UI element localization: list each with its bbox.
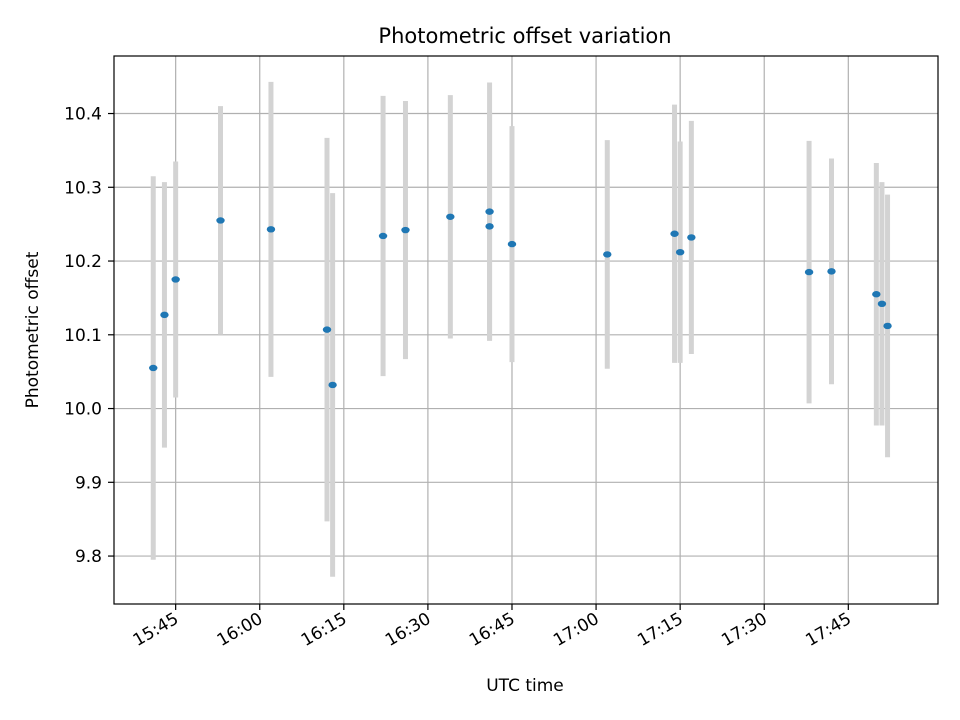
y-tick-label: 9.8: [75, 547, 102, 567]
y-tick-label: 10.4: [64, 105, 102, 125]
data-point: [603, 251, 612, 258]
data-point: [266, 226, 276, 233]
data-point: [877, 300, 887, 308]
data-point: [160, 311, 169, 319]
data-point: [687, 234, 696, 241]
y-tick-label: 10.3: [64, 178, 102, 198]
data-point: [485, 208, 494, 215]
data-point: [670, 230, 679, 237]
data-point: [827, 268, 836, 275]
y-tick-label: 10.1: [64, 326, 102, 346]
data-point: [507, 240, 517, 248]
data-points: [149, 208, 892, 389]
data-point: [378, 232, 388, 240]
y-tick-label: 9.9: [75, 473, 102, 493]
data-point: [328, 381, 337, 389]
data-point: [171, 276, 180, 283]
data-point: [401, 226, 410, 234]
y-tick-label: 10.0: [64, 400, 102, 420]
chart-title: Photometric offset variation: [378, 24, 671, 48]
data-point: [322, 326, 332, 333]
data-point: [872, 291, 881, 298]
data-point: [446, 213, 455, 220]
data-point: [675, 248, 685, 256]
data-point: [149, 364, 158, 372]
data-point: [485, 223, 494, 230]
plot-frame: [113, 55, 939, 605]
x-axis-label: UTC time: [486, 676, 564, 696]
y-axis-label: Photometric offset: [23, 251, 43, 408]
data-point: [883, 322, 892, 330]
y-tick-label: 10.2: [64, 252, 102, 272]
data-point: [216, 217, 225, 224]
data-point: [804, 268, 814, 276]
